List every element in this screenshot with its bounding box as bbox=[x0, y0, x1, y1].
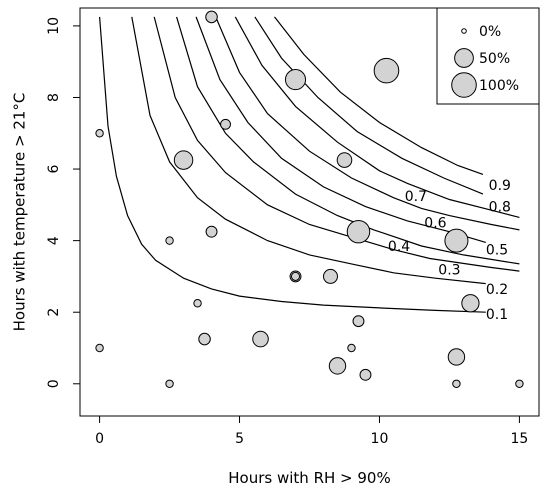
data-point bbox=[205, 10, 218, 24]
y-tick-label: 0 bbox=[46, 379, 62, 388]
data-point bbox=[173, 150, 194, 170]
y-tick-label: 8 bbox=[46, 93, 62, 102]
legend-label: 100% bbox=[479, 78, 519, 94]
x-tick-label: 5 bbox=[235, 431, 244, 447]
contour-label-0.5: 0.5 bbox=[486, 243, 508, 259]
point-layer bbox=[95, 10, 524, 389]
contour-line-0.3 bbox=[153, 16, 520, 272]
data-point bbox=[373, 57, 400, 84]
data-point bbox=[515, 379, 524, 389]
contour-label-0.4: 0.4 bbox=[388, 239, 410, 255]
data-point bbox=[461, 294, 480, 313]
legend: 0% 50% 100% bbox=[436, 7, 540, 105]
contour-label-0.6: 0.6 bbox=[424, 216, 446, 232]
data-point bbox=[452, 379, 461, 389]
y-tick-label: 2 bbox=[46, 308, 62, 317]
data-point bbox=[193, 299, 202, 308]
contour-line-0.2 bbox=[131, 16, 486, 285]
data-point bbox=[252, 330, 269, 348]
data-point bbox=[346, 219, 371, 244]
legend-swatch bbox=[454, 48, 474, 68]
contour-layer: 0.1 0.2 0.3 0.4 0.5 0.6 0.7 0.8 0.9 bbox=[99, 16, 520, 323]
contour-line-0.8 bbox=[254, 16, 484, 195]
data-point bbox=[165, 379, 174, 389]
legend-label: 50% bbox=[479, 51, 510, 67]
data-point bbox=[359, 368, 372, 381]
data-point bbox=[444, 228, 469, 253]
legend-label: 0% bbox=[479, 24, 501, 40]
x-axis-label: Hours with RH > 90% bbox=[228, 469, 390, 487]
data-point bbox=[347, 343, 356, 353]
contour-label-0.7: 0.7 bbox=[405, 189, 427, 205]
contour-label-0.3: 0.3 bbox=[438, 262, 460, 278]
data-point bbox=[290, 271, 301, 281]
contour-label-0.8: 0.8 bbox=[489, 200, 511, 216]
data-point bbox=[95, 129, 104, 138]
contour-line-0.4 bbox=[176, 16, 520, 265]
legend-swatch bbox=[461, 28, 467, 34]
contour-label-0.9: 0.9 bbox=[489, 178, 511, 194]
contour-line-0.6 bbox=[215, 16, 520, 231]
data-point bbox=[336, 152, 353, 168]
y-tick-label: 10 bbox=[46, 17, 62, 35]
data-point bbox=[323, 268, 338, 284]
data-point bbox=[220, 118, 231, 130]
data-point bbox=[328, 357, 347, 375]
data-point bbox=[205, 225, 218, 238]
x-tick-label: 15 bbox=[510, 431, 528, 447]
contour-line-0.7 bbox=[234, 16, 520, 218]
contour-line-0.1 bbox=[99, 16, 486, 313]
legend-swatch bbox=[451, 72, 477, 98]
data-point bbox=[352, 315, 365, 328]
data-point bbox=[447, 348, 466, 366]
x-tick-label: 10 bbox=[371, 431, 389, 447]
data-point bbox=[165, 236, 174, 245]
contour-label-0.2: 0.2 bbox=[486, 282, 508, 298]
contour-label-0.1: 0.1 bbox=[486, 307, 508, 323]
data-point bbox=[198, 332, 211, 346]
data-point bbox=[95, 343, 104, 353]
axis-layer: 0 5 10 15 0 2 4 6 8 10 bbox=[46, 17, 528, 447]
data-point bbox=[284, 69, 307, 91]
y-tick-label: 6 bbox=[46, 165, 62, 174]
contour-line-0.5 bbox=[195, 16, 486, 243]
contour-line-0.9 bbox=[274, 16, 484, 175]
y-axis-label: Hours with temperature > 21°C bbox=[11, 93, 29, 332]
x-tick-label: 0 bbox=[95, 431, 104, 447]
y-tick-label: 4 bbox=[46, 236, 62, 245]
